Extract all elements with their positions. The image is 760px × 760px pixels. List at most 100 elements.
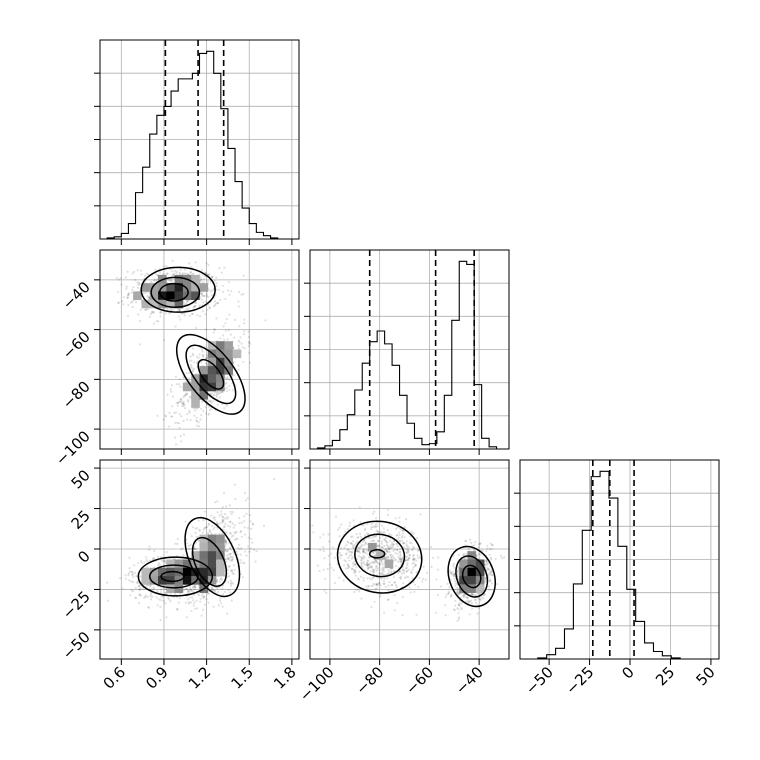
sample-point xyxy=(227,388,231,392)
sample-point xyxy=(208,408,211,411)
sample-point xyxy=(323,589,326,592)
sample-point xyxy=(176,542,179,546)
sample-point xyxy=(395,543,398,546)
sample-point xyxy=(226,338,229,341)
sample-point xyxy=(225,404,228,407)
sample-point xyxy=(339,547,343,550)
sample-point xyxy=(379,584,382,587)
sample-point xyxy=(120,283,123,286)
sample-point xyxy=(208,530,211,533)
sample-point xyxy=(247,545,250,548)
sample-point xyxy=(209,290,212,293)
sample-point xyxy=(177,315,181,318)
sample-point xyxy=(400,572,404,575)
density-cell xyxy=(199,542,209,552)
sample-point xyxy=(225,505,228,508)
sample-point xyxy=(143,274,147,277)
sample-point xyxy=(405,567,408,570)
sample-point xyxy=(218,580,221,583)
sample-point xyxy=(449,572,452,575)
sample-point xyxy=(244,499,248,502)
sample-point xyxy=(193,304,196,308)
sample-point xyxy=(346,528,349,531)
sample-point xyxy=(200,277,203,280)
sample-point xyxy=(226,612,229,615)
sample-point xyxy=(367,533,370,536)
sample-point xyxy=(239,561,242,565)
sample-point xyxy=(376,582,379,585)
sample-point xyxy=(452,608,455,611)
density-cell xyxy=(158,576,167,585)
sample-point xyxy=(151,558,155,561)
sample-point xyxy=(188,262,191,265)
sample-point xyxy=(447,592,450,595)
sample-point xyxy=(223,525,226,529)
sample-point xyxy=(227,280,230,284)
sample-point xyxy=(376,539,380,542)
sample-point xyxy=(196,527,199,530)
sample-point xyxy=(132,573,135,576)
sample-point xyxy=(376,530,379,533)
sample-point xyxy=(360,543,363,547)
sample-point xyxy=(404,559,407,562)
sample-point xyxy=(382,527,385,530)
sample-point xyxy=(210,401,213,404)
sample-point xyxy=(185,392,188,395)
sample-point xyxy=(343,559,346,562)
sample-point xyxy=(153,279,156,282)
sample-point xyxy=(351,535,354,538)
density-cell xyxy=(207,374,217,383)
sample-point xyxy=(196,424,199,427)
sample-point xyxy=(346,540,349,543)
density-contour xyxy=(185,344,237,405)
sample-point xyxy=(229,582,233,586)
scatter-points xyxy=(311,506,506,623)
sample-point xyxy=(195,355,199,358)
sample-point xyxy=(490,574,494,577)
density-cell xyxy=(191,399,200,408)
sample-point xyxy=(375,565,378,569)
sample-point xyxy=(227,557,230,560)
sample-point xyxy=(366,568,370,571)
sample-point xyxy=(378,562,381,566)
sample-point xyxy=(229,333,232,336)
sample-point xyxy=(390,546,393,549)
sample-point xyxy=(364,542,367,545)
sample-point xyxy=(193,584,196,587)
sample-point xyxy=(199,418,202,421)
density-cell xyxy=(216,382,225,392)
sample-point xyxy=(374,583,377,586)
sample-point xyxy=(195,535,198,539)
sample-point xyxy=(230,581,233,584)
sample-point xyxy=(208,307,211,310)
sample-point xyxy=(131,573,134,576)
sample-point xyxy=(400,575,403,579)
sample-point xyxy=(380,540,383,543)
sample-point xyxy=(133,571,137,575)
sample-point xyxy=(375,560,378,564)
sample-point xyxy=(200,293,203,296)
sample-point xyxy=(189,270,192,274)
sample-point xyxy=(237,347,240,350)
density-cell xyxy=(216,567,225,577)
sample-point xyxy=(464,557,467,560)
sample-point xyxy=(368,537,371,540)
sample-point xyxy=(193,588,196,591)
sample-point xyxy=(131,300,134,303)
density-cell xyxy=(216,559,225,569)
sample-point xyxy=(171,270,174,273)
y-tick-label: −80 xyxy=(59,377,94,412)
sample-point xyxy=(183,268,186,271)
sample-point xyxy=(216,578,219,582)
sample-point xyxy=(144,594,147,597)
sample-point xyxy=(453,577,456,581)
sample-point xyxy=(485,569,489,572)
sample-point xyxy=(193,367,196,370)
sample-point xyxy=(126,294,130,297)
sample-point xyxy=(223,266,226,269)
sample-point xyxy=(167,597,170,600)
sample-point xyxy=(362,547,365,551)
sample-point xyxy=(415,564,418,567)
sample-point xyxy=(195,548,198,551)
